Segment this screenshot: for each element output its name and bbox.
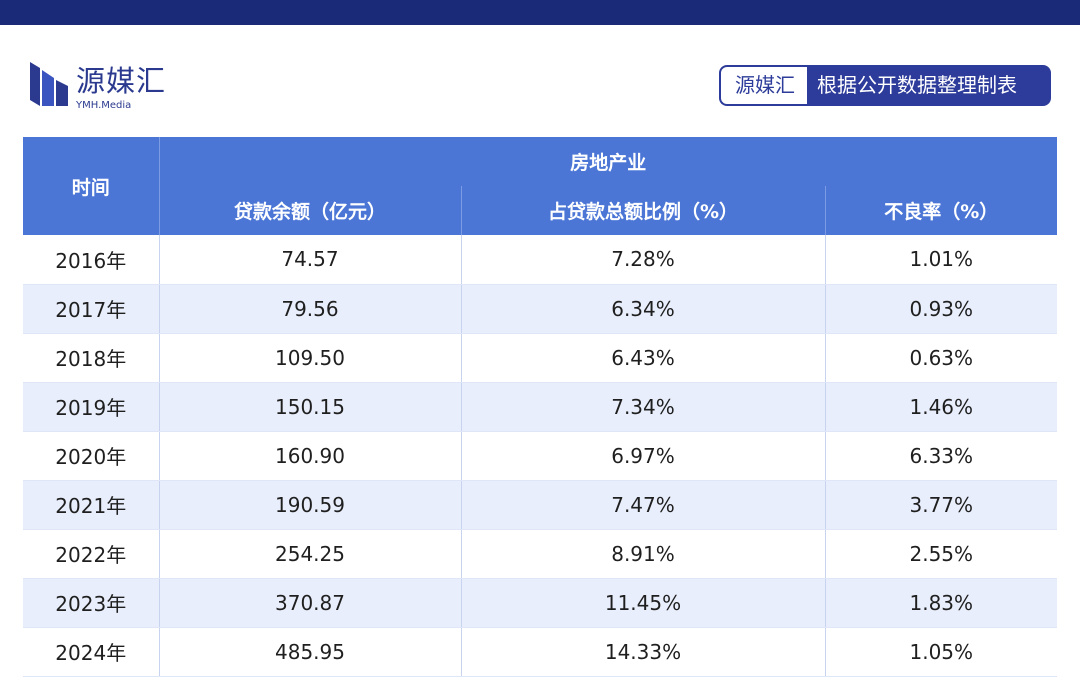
loan-share-cell: 6.34%	[461, 284, 826, 334]
loan-share-cell: 7.34%	[461, 382, 826, 432]
loan-share-cell: 7.28%	[461, 235, 826, 285]
column-header-loan-share: 占贷款总额比例（%）	[461, 186, 826, 235]
top-banner	[0, 0, 1080, 25]
table-row: 2023年 370.87 11.45% 1.83%	[23, 578, 1058, 628]
source-brand: 源媒汇	[719, 65, 809, 106]
npl-ratio-cell: 1.83%	[825, 578, 1058, 628]
year-cell: 2023年	[23, 578, 160, 628]
table-row: 2024年 485.95 14.33% 1.05%	[23, 627, 1058, 677]
column-header-npl-ratio: 不良率（%）	[825, 186, 1058, 235]
table-row: 2016年 74.57 7.28% 1.01%	[23, 235, 1058, 285]
group-header-real-estate: 房地产业	[159, 137, 1058, 186]
npl-ratio-cell: 1.01%	[825, 235, 1058, 285]
loan-balance-cell: 370.87	[159, 578, 462, 628]
loan-share-cell: 7.47%	[461, 480, 826, 530]
column-header-loan-balance: 贷款余额（亿元）	[159, 186, 462, 235]
table-row: 2017年 79.56 6.34% 0.93%	[23, 284, 1058, 334]
table-row: 2021年 190.59 7.47% 3.77%	[23, 480, 1058, 530]
year-cell: 2024年	[23, 627, 160, 677]
table-row: 2022年 254.25 8.91% 2.55%	[23, 529, 1058, 579]
year-cell: 2019年	[23, 382, 160, 432]
table-row: 2018年 109.50 6.43% 0.63%	[23, 333, 1058, 383]
loan-balance-cell: 254.25	[159, 529, 462, 579]
loan-balance-cell: 150.15	[159, 382, 462, 432]
logo-text: 源媒汇	[76, 64, 167, 98]
loan-balance-cell: 79.56	[159, 284, 462, 334]
loan-share-cell: 14.33%	[461, 627, 826, 677]
source-tag: 源媒汇 根据公开数据整理制表	[719, 65, 1055, 110]
year-cell: 2017年	[23, 284, 160, 334]
table-row: 2019年 150.15 7.34% 1.46%	[23, 382, 1058, 432]
logo-subtitle: YMH.Media	[76, 100, 132, 111]
real-estate-loan-table: 时间 房地产业 贷款余额（亿元） 占贷款总额比例（%） 不良率（%） 2016年…	[23, 137, 1058, 677]
npl-ratio-cell: 1.46%	[825, 382, 1058, 432]
npl-ratio-cell: 3.77%	[825, 480, 1058, 530]
npl-ratio-cell: 1.05%	[825, 627, 1058, 677]
loan-balance-cell: 109.50	[159, 333, 462, 383]
year-cell: 2018年	[23, 333, 160, 383]
loan-share-cell: 11.45%	[461, 578, 826, 628]
time-column-header: 时间	[23, 137, 160, 235]
loan-share-cell: 8.91%	[461, 529, 826, 579]
brand-logo: 源媒汇 YMH.Media	[28, 60, 198, 116]
loan-balance-cell: 485.95	[159, 627, 462, 677]
logo-mark-icon	[30, 62, 68, 106]
npl-ratio-cell: 6.33%	[825, 431, 1058, 481]
npl-ratio-cell: 0.93%	[825, 284, 1058, 334]
year-cell: 2022年	[23, 529, 160, 579]
year-cell: 2020年	[23, 431, 160, 481]
loan-balance-cell: 190.59	[159, 480, 462, 530]
loan-share-cell: 6.43%	[461, 333, 826, 383]
loan-balance-cell: 160.90	[159, 431, 462, 481]
source-note: 根据公开数据整理制表	[807, 65, 1051, 106]
loan-balance-cell: 74.57	[159, 235, 462, 285]
year-cell: 2021年	[23, 480, 160, 530]
year-cell: 2016年	[23, 235, 160, 285]
npl-ratio-cell: 0.63%	[825, 333, 1058, 383]
npl-ratio-cell: 2.55%	[825, 529, 1058, 579]
table-row: 2020年 160.90 6.97% 6.33%	[23, 431, 1058, 481]
loan-share-cell: 6.97%	[461, 431, 826, 481]
